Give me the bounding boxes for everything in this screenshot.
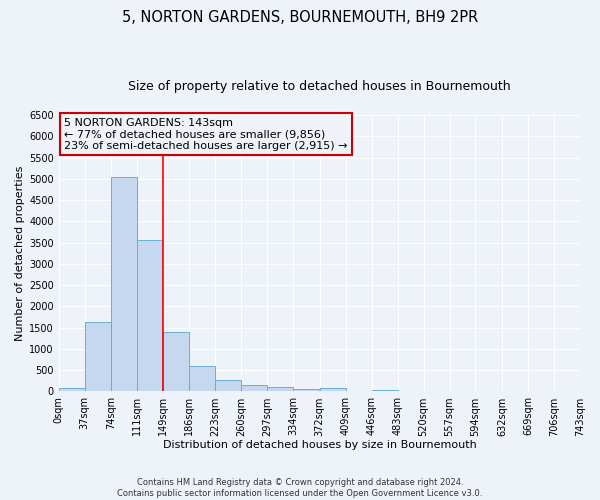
Bar: [59, 388, 85, 392]
Bar: [163, 332, 189, 392]
X-axis label: Distribution of detached houses by size in Bournemouth: Distribution of detached houses by size …: [163, 440, 476, 450]
Text: 5, NORTON GARDENS, BOURNEMOUTH, BH9 2PR: 5, NORTON GARDENS, BOURNEMOUTH, BH9 2PR: [122, 10, 478, 25]
Bar: [137, 240, 163, 392]
Bar: [190, 366, 215, 392]
Bar: [267, 387, 293, 392]
Bar: [111, 176, 137, 392]
Bar: [85, 322, 110, 392]
Bar: [372, 390, 398, 392]
Text: Contains HM Land Registry data © Crown copyright and database right 2024.
Contai: Contains HM Land Registry data © Crown c…: [118, 478, 482, 498]
Y-axis label: Number of detached properties: Number of detached properties: [15, 166, 25, 341]
Text: 5 NORTON GARDENS: 143sqm
← 77% of detached houses are smaller (9,856)
23% of sem: 5 NORTON GARDENS: 143sqm ← 77% of detach…: [64, 118, 347, 151]
Bar: [320, 388, 346, 392]
Title: Size of property relative to detached houses in Bournemouth: Size of property relative to detached ho…: [128, 80, 511, 93]
Bar: [215, 380, 241, 392]
Bar: [241, 385, 267, 392]
Bar: [293, 389, 319, 392]
